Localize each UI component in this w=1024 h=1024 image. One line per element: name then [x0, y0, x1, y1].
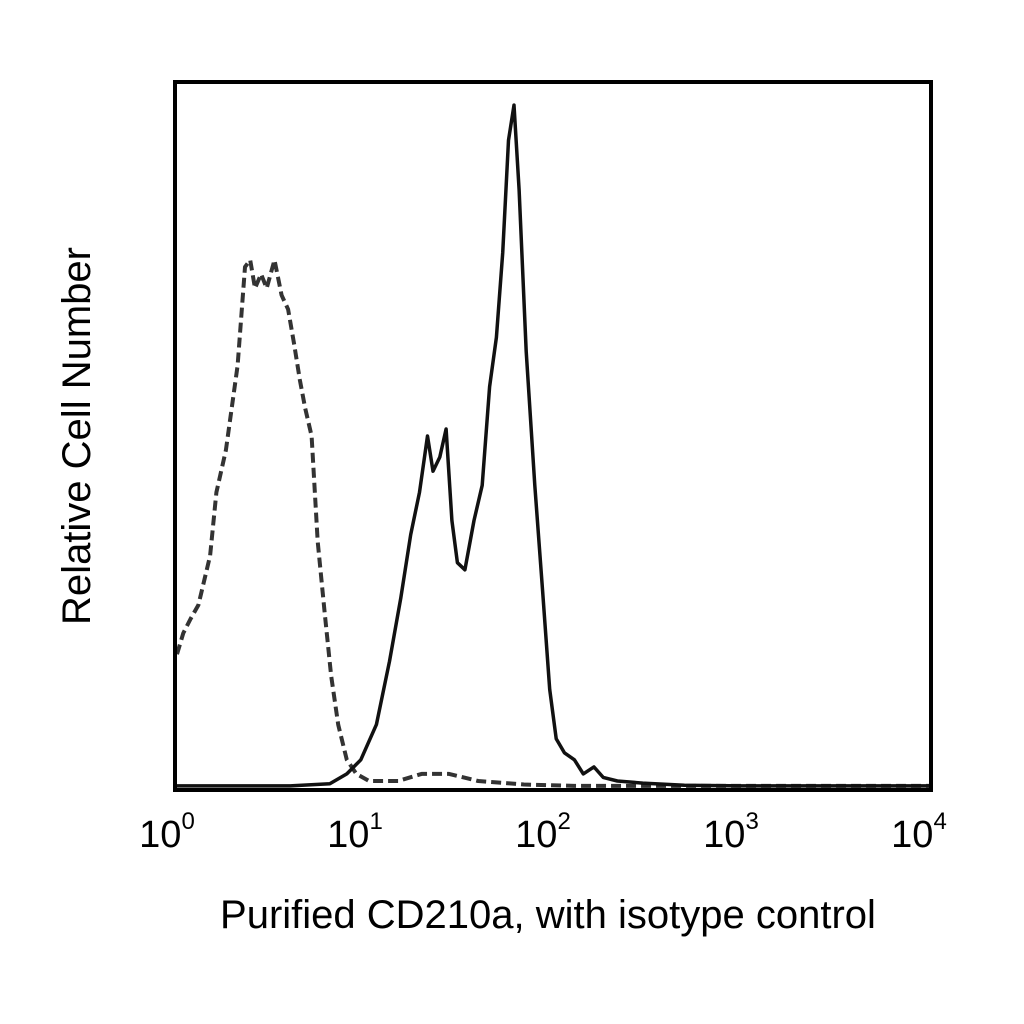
x-tick-label: 100 — [139, 808, 195, 856]
plot-frame — [173, 80, 933, 792]
x-tick-label: 103 — [703, 808, 759, 856]
y-axis-title: Relative Cell Number — [55, 247, 99, 625]
x-tick-exponent: 3 — [745, 808, 758, 835]
x-tick-labels: 100 101 102 103 104 — [139, 808, 947, 856]
x-tick-exponent: 4 — [933, 808, 946, 835]
x-tick-label: 102 — [515, 808, 571, 856]
histogram-series-1 — [175, 258, 929, 788]
x-tick-label: 104 — [891, 808, 947, 856]
x-tick-base: 10 — [515, 814, 557, 856]
x-tick-exponent: 2 — [557, 808, 570, 835]
x-tick-base: 10 — [327, 814, 369, 856]
x-tick-exponent: 0 — [181, 808, 194, 835]
x-tick-base: 10 — [891, 814, 933, 856]
x-tick-exponent: 1 — [369, 808, 382, 835]
x-tick-base: 10 — [703, 814, 745, 856]
x-tick-base: 10 — [139, 814, 181, 856]
histogram-series-2 — [177, 103, 929, 788]
x-axis-title: Purified CD210a, with isotype control — [220, 893, 876, 937]
x-tick-label: 101 — [327, 808, 383, 856]
series-layer — [175, 103, 929, 788]
